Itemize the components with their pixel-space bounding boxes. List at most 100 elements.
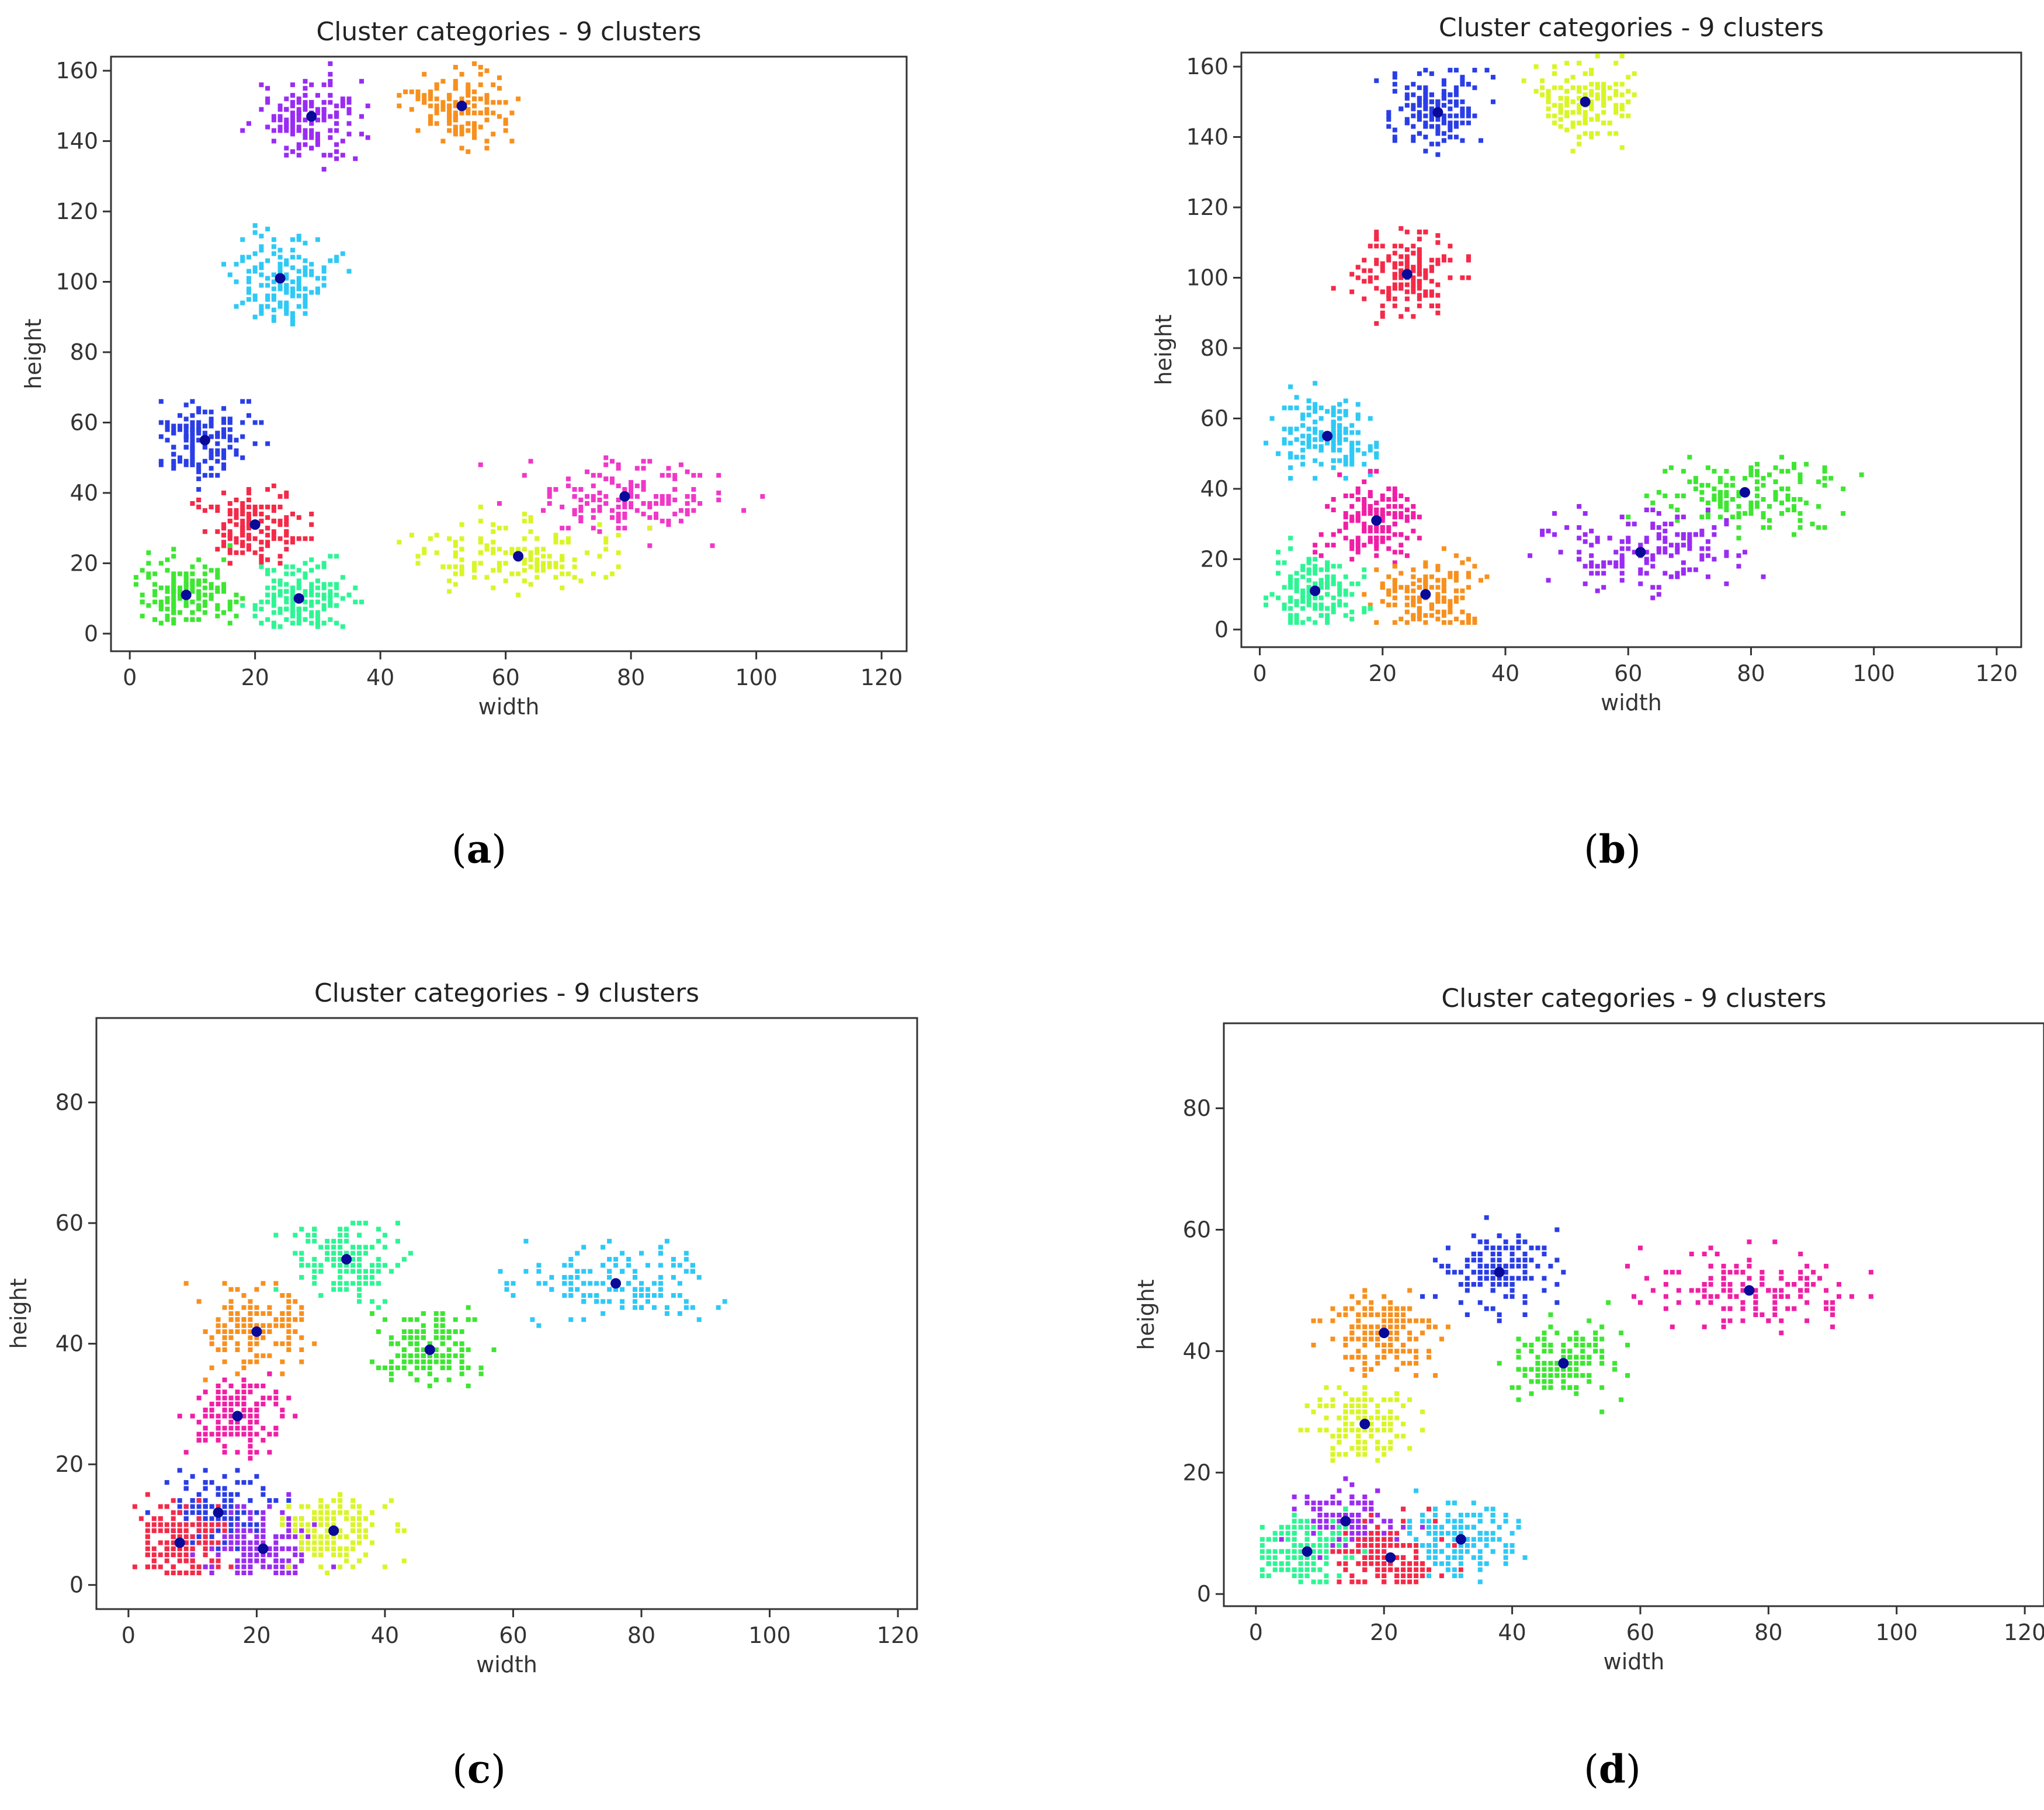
data-point (408, 1250, 413, 1256)
data-point (1276, 560, 1281, 565)
data-point (1668, 543, 1674, 548)
data-point (568, 1293, 574, 1298)
data-point (309, 103, 314, 109)
data-point (299, 1257, 304, 1262)
data-point (235, 1329, 240, 1334)
cluster-d-blue (1420, 1215, 1566, 1323)
data-point (1355, 546, 1361, 551)
data-point (196, 1528, 202, 1533)
data-point (1380, 525, 1385, 530)
data-point (1392, 71, 1397, 77)
data-point (1313, 458, 1318, 463)
data-point (369, 1299, 374, 1304)
data-point (1599, 1385, 1605, 1390)
data-point (1382, 1318, 1387, 1323)
plot-frame-b (1240, 51, 2022, 648)
data-point (1552, 71, 1557, 77)
data-point (1484, 68, 1490, 73)
data-point (1362, 451, 1367, 456)
data-point (228, 1287, 234, 1292)
data-point (254, 1305, 259, 1310)
centroid-c-mint (341, 1254, 352, 1265)
data-point (414, 1359, 419, 1364)
data-point (284, 582, 289, 587)
data-point (528, 458, 533, 464)
data-point (497, 86, 502, 91)
data-point (190, 582, 195, 587)
data-point (1313, 620, 1318, 625)
data-point (1577, 504, 1582, 509)
data-point (484, 575, 490, 580)
data-point (1423, 289, 1428, 294)
data-point (344, 1232, 349, 1238)
data-point (1441, 117, 1446, 122)
data-point (1374, 258, 1379, 263)
data-point (1792, 504, 1797, 509)
data-point (164, 1540, 169, 1545)
data-point (259, 561, 264, 566)
data-point (403, 89, 408, 95)
data-point (1343, 475, 1348, 481)
data-point (328, 82, 333, 88)
data-point (1380, 585, 1385, 590)
data-point (277, 606, 283, 612)
data-point (1593, 1342, 1598, 1347)
data-point (1392, 564, 1397, 569)
data-point (209, 1365, 214, 1370)
data-point (284, 286, 289, 291)
data-point (1331, 581, 1336, 586)
data-point (1288, 606, 1293, 611)
data-point (388, 1371, 394, 1377)
data-point (222, 1413, 227, 1419)
data-point (1423, 275, 1428, 280)
data-point (1349, 458, 1355, 463)
data-point (1613, 106, 1619, 112)
data-point (671, 1263, 676, 1268)
data-point (203, 1377, 208, 1382)
data-point (1362, 508, 1367, 513)
data-point (183, 1516, 189, 1521)
data-point (397, 540, 402, 545)
data-point (1626, 522, 1631, 527)
data-point (401, 1365, 407, 1370)
data-point (1619, 1397, 1624, 1402)
data-point (290, 311, 296, 316)
data-point (190, 448, 195, 453)
data-point (241, 1413, 247, 1419)
centroid-a-magenta (619, 491, 630, 502)
data-point (221, 610, 227, 615)
data-point (1411, 314, 1416, 319)
data-point (171, 465, 176, 471)
data-point (164, 1522, 169, 1527)
data-point (547, 554, 552, 559)
data-point (1411, 289, 1416, 294)
data-point (331, 1245, 336, 1250)
data-point (1705, 539, 1710, 544)
data-point (1269, 416, 1275, 421)
data-point (1300, 423, 1306, 428)
data-point (1564, 110, 1570, 115)
data-point (265, 543, 270, 548)
data-point (312, 1540, 317, 1545)
data-point (325, 1516, 330, 1521)
data-point (1721, 1282, 1726, 1287)
data-point (1288, 536, 1293, 541)
data-point (158, 599, 164, 605)
data-point (259, 262, 264, 267)
data-point (1772, 1239, 1778, 1245)
data-point (1349, 515, 1355, 520)
data-point (271, 279, 276, 284)
data-point (1411, 515, 1416, 520)
data-point (222, 1335, 227, 1340)
data-point (273, 1534, 279, 1540)
data-point (152, 571, 158, 576)
data-point (421, 1353, 426, 1359)
data-point (1589, 564, 1594, 569)
data-point (1343, 536, 1348, 541)
data-point (241, 1504, 247, 1509)
data-point (325, 1257, 330, 1262)
data-point (235, 1528, 240, 1533)
data-point (401, 1528, 407, 1533)
data-point (171, 599, 176, 605)
data-point (560, 554, 565, 559)
